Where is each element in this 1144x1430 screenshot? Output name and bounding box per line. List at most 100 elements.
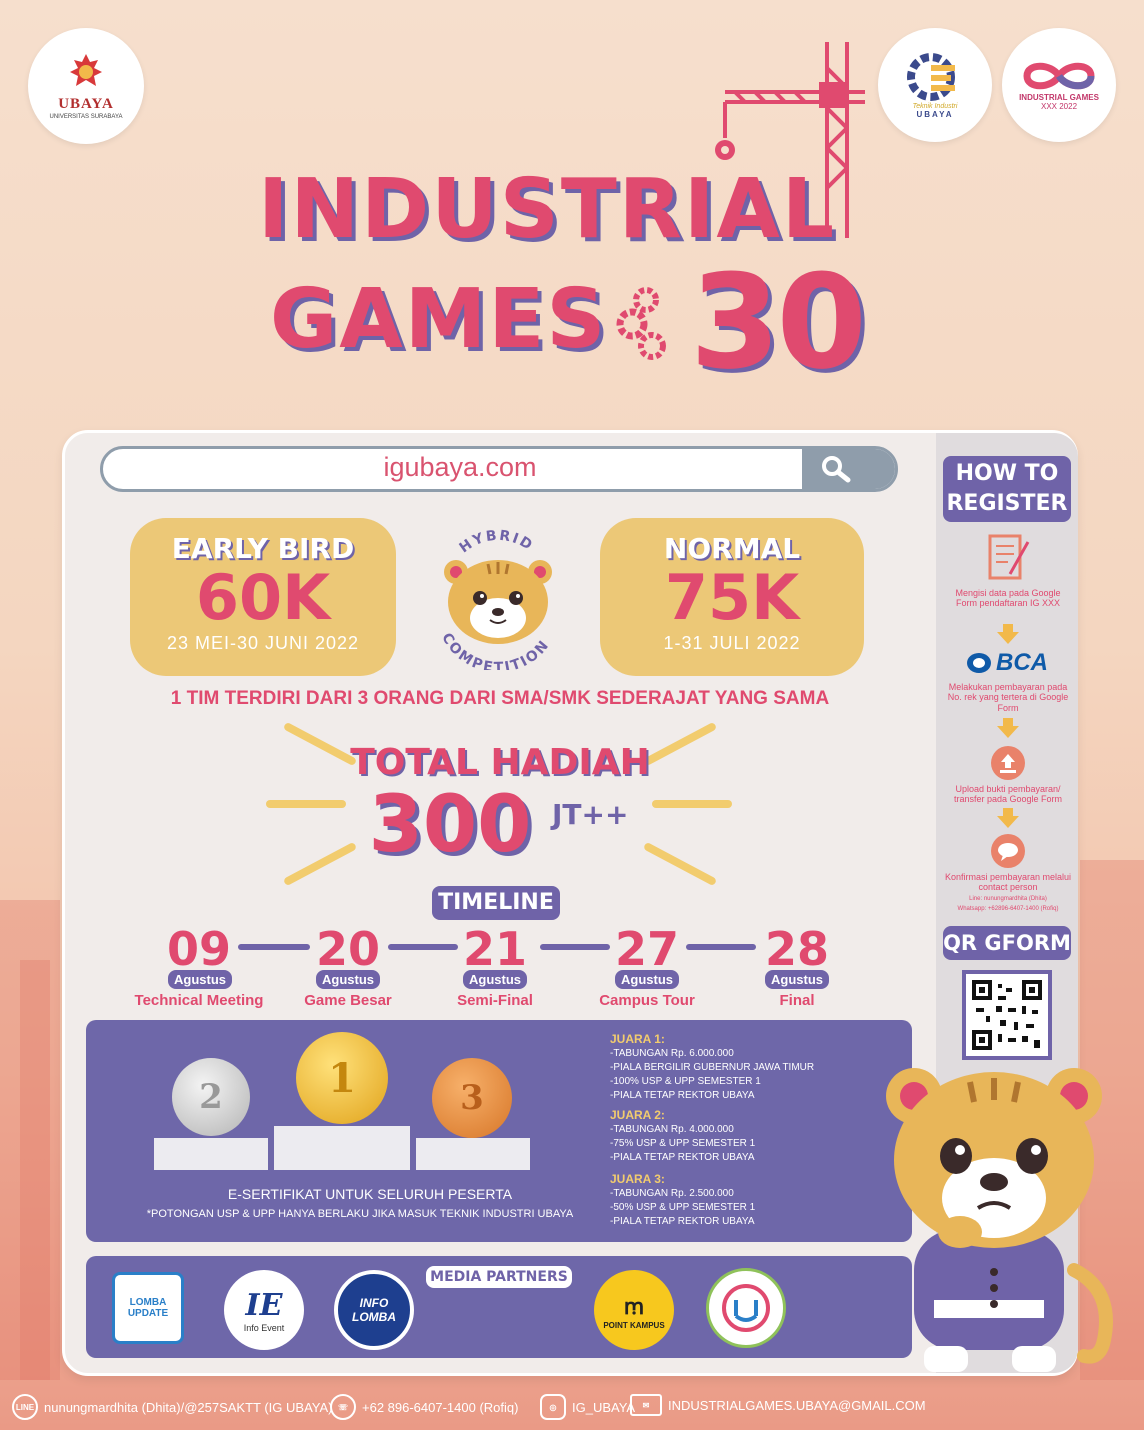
bca-text: BCA bbox=[996, 649, 1048, 676]
form-document-icon bbox=[988, 534, 1030, 580]
ie-subtitle: Info Event bbox=[243, 1322, 285, 1333]
timeline-day: 28 bbox=[764, 922, 829, 976]
podium-second bbox=[154, 1138, 268, 1170]
info-lomba-logo[interactable]: INFO LOMBA bbox=[334, 1270, 414, 1350]
ie-mark: IE bbox=[245, 1287, 283, 1323]
juara-3-item: -50% USP & UPP SEMESTER 1 bbox=[610, 1202, 756, 1213]
title-line2: GAMES bbox=[270, 272, 608, 367]
how-to-line2: REGISTER bbox=[946, 491, 1068, 516]
ubaya-emblem-icon bbox=[70, 54, 102, 86]
total-prize-amount: 300 bbox=[368, 780, 532, 870]
ray-decoration bbox=[266, 800, 346, 808]
gears-icon bbox=[616, 287, 666, 360]
timeline-day: 21 bbox=[462, 922, 527, 976]
bronze-medal: 3 bbox=[432, 1058, 512, 1138]
timeline-event-name: Technical Meeting bbox=[134, 992, 264, 1009]
infinity-logo-icon bbox=[1023, 62, 1095, 90]
building-silhouette bbox=[0, 900, 60, 1380]
juara-2-item: -PIALA TETAP REKTOR UBAYA bbox=[610, 1152, 755, 1163]
point-kampus-logo[interactable]: ꭑ POINT KAMPUS bbox=[594, 1270, 674, 1350]
url-search-bar[interactable] bbox=[100, 446, 898, 492]
register-step-1: Mengisi data pada Google Form pendaftara… bbox=[955, 588, 1061, 609]
footer-line-contact[interactable]: LINE nunungmardhita (Dhita)/@257SAKTT (I… bbox=[12, 1394, 332, 1420]
normal-label: NORMAL bbox=[663, 532, 801, 565]
doodle-icon bbox=[722, 1284, 770, 1332]
how-to-register-title: HOW TO REGISTER bbox=[943, 456, 1071, 522]
timeline-connector bbox=[540, 944, 610, 950]
footer-whatsapp[interactable]: ☏ +62 896-6407-1400 (Rofiq) bbox=[330, 1394, 518, 1420]
title-number: 30 bbox=[690, 246, 867, 398]
ubaya-name: UBAYA bbox=[58, 96, 114, 112]
teknik-industri-logo: Teknik Industri UBAYA bbox=[878, 28, 992, 142]
timeline-event-name: Semi-Final bbox=[457, 992, 533, 1009]
juara-3-item: -PIALA TETAP REKTOR UBAYA bbox=[610, 1216, 755, 1227]
register-step-4: Konfirmasi pembayaran melalui contact pe… bbox=[944, 872, 1072, 893]
upload-arrow-icon bbox=[1000, 754, 1016, 773]
bca-logo: BCA bbox=[966, 648, 1052, 678]
email-icon: ✉ bbox=[630, 1394, 662, 1416]
silver-medal: 2 bbox=[172, 1058, 250, 1136]
ubaya-subtitle: UNIVERSITAS SURABAYA bbox=[49, 114, 123, 120]
arrow-stem bbox=[1003, 718, 1013, 726]
timeline-event-name: Game Besar bbox=[304, 992, 392, 1009]
timeline-month: Agustus bbox=[765, 970, 829, 989]
juara-1-item: -PIALA BERGILIR GUBERNUR JAWA TIMUR bbox=[610, 1062, 815, 1073]
hybrid-label: HYBRID bbox=[457, 528, 535, 557]
arrow-stem bbox=[1003, 624, 1013, 632]
timeline-event-name: Final bbox=[779, 992, 815, 1009]
timeline-event-name: Campus Tour bbox=[599, 992, 695, 1009]
timeline-day: 27 bbox=[614, 922, 679, 976]
search-url-text: igubaya.com bbox=[383, 452, 537, 482]
ubaya-logo: UBAYA UNIVERSITAS SURABAYA bbox=[28, 28, 144, 144]
gold-medal: 1 bbox=[296, 1032, 388, 1124]
timeline-connector bbox=[238, 944, 310, 950]
juara-2-item: -75% USP & UPP SEMESTER 1 bbox=[610, 1138, 756, 1149]
juara-1-item: -PIALA TETAP REKTOR UBAYA bbox=[610, 1090, 755, 1101]
timeline-month: Agustus bbox=[168, 970, 232, 989]
tiger-mascot-badge: HYBRID COMPETITION bbox=[438, 528, 552, 670]
podium-first bbox=[274, 1126, 410, 1170]
early-bird-price: 60K bbox=[195, 561, 331, 634]
bca-emblem-icon bbox=[967, 653, 991, 673]
how-to-line1: HOW TO bbox=[955, 461, 1059, 486]
whatsapp-text: +62 896-6407-1400 (Rofiq) bbox=[362, 1399, 519, 1415]
timeline-day: 20 bbox=[315, 922, 380, 976]
timeline-month: Agustus bbox=[463, 970, 527, 989]
point-kampus-mark-icon: ꭑ bbox=[623, 1293, 645, 1319]
footer-instagram[interactable]: ◎ IG_UBAYA bbox=[540, 1394, 635, 1420]
normal-price: 75K bbox=[664, 561, 800, 634]
normal-date: 1-31 JULI 2022 bbox=[663, 633, 801, 653]
down-arrow-icon bbox=[997, 726, 1019, 738]
down-arrow-icon bbox=[997, 632, 1019, 644]
contact-whatsapp: Whatsapp: +62896-6407-1400 (Rofiq) bbox=[957, 906, 1059, 912]
ti-line2: UBAYA bbox=[916, 110, 954, 119]
qr-code-icon bbox=[972, 980, 1042, 1050]
lomba-update-logo[interactable]: LOMBA UPDATE bbox=[112, 1272, 184, 1344]
media-partners-title: MEDIA PARTNERS bbox=[426, 1266, 572, 1288]
early-bird-date: 23 MEI-30 JUNI 2022 bbox=[166, 633, 360, 653]
timeline-connector bbox=[388, 944, 458, 950]
juara-1-item: -100% USP & UPP SEMESTER 1 bbox=[610, 1076, 761, 1087]
total-prize-unit: JT++ bbox=[552, 798, 629, 831]
svg-text:HYBRID: HYBRID bbox=[457, 528, 537, 557]
whatsapp-icon: ☏ bbox=[330, 1394, 356, 1420]
juara-2-item: -TABUNGAN Rp. 4.000.000 bbox=[610, 1124, 734, 1135]
podium-third bbox=[416, 1138, 530, 1170]
title-line1: INDUSTRIAL bbox=[258, 162, 837, 257]
building-silhouette bbox=[20, 960, 50, 1380]
certificate-text: E-SERTIFIKAT UNTUK SELURUH PESERTA bbox=[227, 1186, 513, 1202]
team-requirement-note: 1 TIM TERDIRI DARI 3 ORANG DARI SMA/SMK … bbox=[170, 688, 830, 709]
line-icon: LINE bbox=[12, 1394, 38, 1420]
building-silhouette bbox=[1080, 860, 1144, 1380]
point-kampus-label: POINT KAMPUS bbox=[603, 1320, 665, 1330]
qr-code[interactable] bbox=[962, 970, 1052, 1060]
footer-email[interactable]: ✉ INDUSTRIALGAMES.UBAYA@GMAIL.COM bbox=[630, 1394, 926, 1416]
juara-2-title: JUARA 2: bbox=[610, 1108, 665, 1122]
juara-1-title: JUARA 1: bbox=[610, 1032, 665, 1046]
contact-line: Line: nunungmardhita (Dhita) bbox=[969, 896, 1047, 902]
info-event-logo[interactable]: IE Info Event bbox=[224, 1270, 304, 1350]
line-contact-text: nunungmardhita (Dhita)/@257SAKTT (IG UBA… bbox=[44, 1399, 333, 1415]
timeline-connector bbox=[686, 944, 756, 950]
juara-3-item: -TABUNGAN Rp. 2.500.000 bbox=[610, 1188, 734, 1199]
partner-doodle-logo[interactable] bbox=[706, 1268, 786, 1348]
